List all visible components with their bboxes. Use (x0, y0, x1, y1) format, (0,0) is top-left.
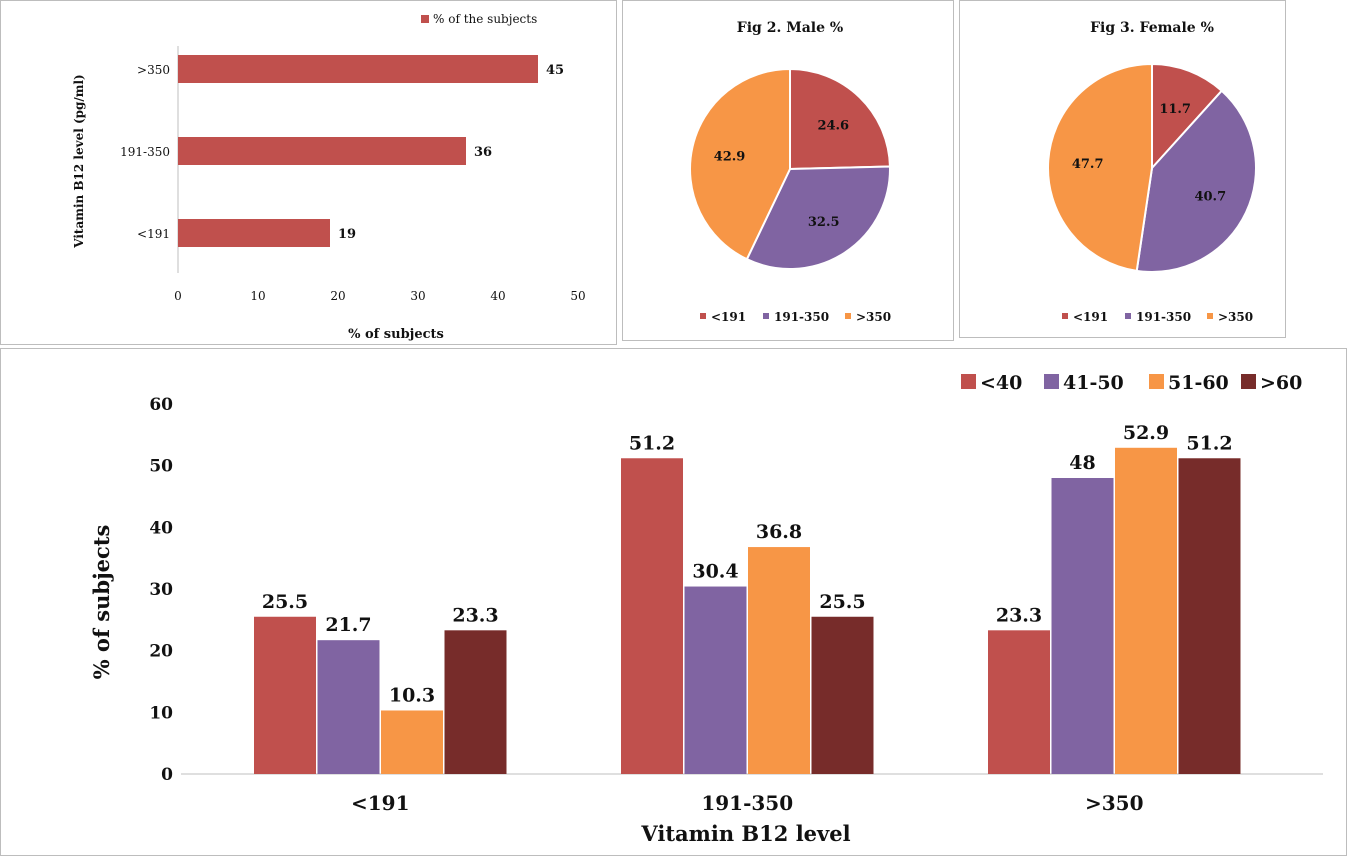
bar-51-60-<191 (381, 710, 443, 774)
y-tick-4: 40 (149, 518, 173, 538)
pie-value-label-2: 47.7 (1072, 157, 1104, 172)
pie-slice-2 (1047, 62, 1153, 273)
hbar-chart: % of the subjects 45 >350 36 191-350 19 <191 0 1… (72, 12, 586, 342)
legend-label-2: >350 (856, 310, 891, 324)
legend-swatch (421, 15, 429, 23)
male-pie-chart: Fig 2. Male % 24.6 32.5 42.9 <191 191-350 >350 (689, 20, 891, 324)
pie-slice-0 (789, 67, 891, 171)
legend-label-1: 191-350 (1136, 310, 1191, 324)
legend-label-2: 51-60 (1168, 372, 1229, 394)
x-axis-title: Vitamin B12 level (640, 821, 850, 846)
legend-swatch-0 (1062, 313, 1068, 319)
pie-slice-0 (1151, 62, 1224, 171)
pie-value-label-1: 40.7 (1194, 190, 1226, 205)
y-axis-title: % of subjects (89, 525, 114, 680)
bar-value-label-0: 45 (546, 63, 564, 78)
x-tick-2: 20 (330, 289, 345, 303)
pie-value-label-2: 42.9 (714, 149, 746, 164)
legend-swatch-2 (1207, 313, 1213, 319)
bar->60->350 (1178, 458, 1241, 774)
pie-slice-1 (1135, 89, 1257, 273)
legend-label-1: 41-50 (1063, 372, 1124, 394)
legend-swatch-2 (845, 313, 851, 319)
legend-label-3: >60 (1260, 372, 1302, 394)
pie-title: Fig 2. Male % (737, 20, 843, 36)
pie-slice-2 (689, 67, 791, 261)
category-label-0: >350 (137, 63, 170, 77)
female-pie-chart: Fig 3. Female % 11.7 40.7 47.7 <191 191-350 >3… (1047, 20, 1257, 324)
bar-value-label-1-0: 21.7 (325, 614, 371, 636)
bar-41-50-191-350 (684, 586, 747, 774)
category-label-1: 191-350 (701, 791, 793, 815)
bar-value-label-0-1: 51.2 (629, 432, 675, 454)
category-label-0: <191 (351, 791, 410, 815)
bar-value-label-1: 36 (474, 145, 492, 160)
bar-41-50->350 (1051, 478, 1114, 774)
bar-value-label-2-2: 52.9 (1123, 422, 1169, 444)
pie-value-label-0: 11.7 (1159, 102, 1191, 117)
category-label-2: >350 (1085, 791, 1144, 815)
pie-value-label-0: 24.6 (817, 119, 849, 134)
legend-label-0: <40 (980, 372, 1022, 394)
legend-swatch-1 (1125, 313, 1131, 319)
grouped-bar-chart: 0 10 20 30 40 50 60 25.5 51.2 23.3 21.7 30.4 48 10.3 3… (89, 372, 1323, 846)
panel-age-groups: 0 10 20 30 40 50 60 25.5 51.2 23.3 21.7 30.4 48 10.3 3… (0, 348, 1347, 856)
y-tick-5: 50 (149, 457, 173, 477)
legend-swatch-0 (961, 374, 976, 389)
bar-value-label-1-1: 30.4 (692, 561, 738, 583)
bar->60-191-350 (811, 616, 874, 774)
bar-value-label-2: 19 (338, 227, 356, 242)
y-tick-6: 60 (149, 395, 173, 415)
bar-2 (178, 219, 330, 247)
bar-value-label-0-2: 23.3 (996, 604, 1042, 626)
x-tick-4: 40 (490, 289, 505, 303)
legend-label-0: <191 (711, 310, 746, 324)
panel-female-pie: Fig 3. Female % 11.7 40.7 47.7 <191 191-350 >3… (959, 0, 1286, 338)
y-axis-title: Vitamin B12 level (pg/ml) (72, 74, 86, 248)
panel-b12-distribution: % of the subjects 45 >350 36 191-350 19 <191 0 1… (0, 0, 617, 345)
legend-label-0: <191 (1073, 310, 1108, 324)
bar-value-label-1-2: 48 (1069, 452, 1095, 474)
pie-slice-1 (745, 165, 891, 270)
bar-value-label-2-1: 36.8 (756, 521, 802, 543)
bar-51-60-191-350 (748, 547, 810, 774)
bar->60-<191 (444, 630, 507, 774)
y-tick-1: 10 (149, 703, 173, 723)
y-tick-3: 30 (149, 580, 173, 600)
bar-<40-<191 (254, 616, 316, 774)
legend-swatch-3 (1241, 374, 1256, 389)
y-tick-0: 0 (161, 765, 173, 785)
bar-value-label-3-0: 23.3 (452, 604, 498, 626)
x-axis-title: % of subjects (348, 327, 444, 342)
pie-value-label-1: 32.5 (808, 215, 840, 230)
x-tick-5: 50 (570, 289, 585, 303)
y-tick-2: 20 (149, 642, 173, 662)
x-tick-1: 10 (250, 289, 265, 303)
legend-label-1: 191-350 (774, 310, 829, 324)
bar-51-60->350 (1115, 447, 1177, 774)
bar-value-label-3-2: 51.2 (1186, 432, 1232, 454)
legend-swatch-0 (700, 313, 706, 319)
bar-1 (178, 137, 466, 165)
bar-value-label-0-0: 25.5 (262, 591, 308, 613)
category-label-2: <191 (137, 227, 170, 241)
pie-title: Fig 3. Female % (1090, 20, 1214, 36)
bar-<40->350 (988, 630, 1050, 774)
x-tick-3: 30 (410, 289, 425, 303)
category-label-1: 191-350 (120, 145, 170, 159)
legend-label: % of the subjects (433, 12, 537, 26)
bar-value-label-2-0: 10.3 (389, 684, 435, 706)
legend-label-2: >350 (1218, 310, 1253, 324)
bar-41-50-<191 (317, 640, 380, 774)
panel-male-pie: Fig 2. Male % 24.6 32.5 42.9 <191 191-350 >350 (622, 0, 954, 341)
legend-swatch-1 (763, 313, 769, 319)
bar-value-label-3-1: 25.5 (819, 591, 865, 613)
bar-<40-191-350 (621, 458, 683, 774)
legend-swatch-2 (1149, 374, 1164, 389)
legend-swatch-1 (1044, 374, 1059, 389)
bar-0 (178, 55, 538, 83)
x-tick-0: 0 (174, 289, 182, 303)
